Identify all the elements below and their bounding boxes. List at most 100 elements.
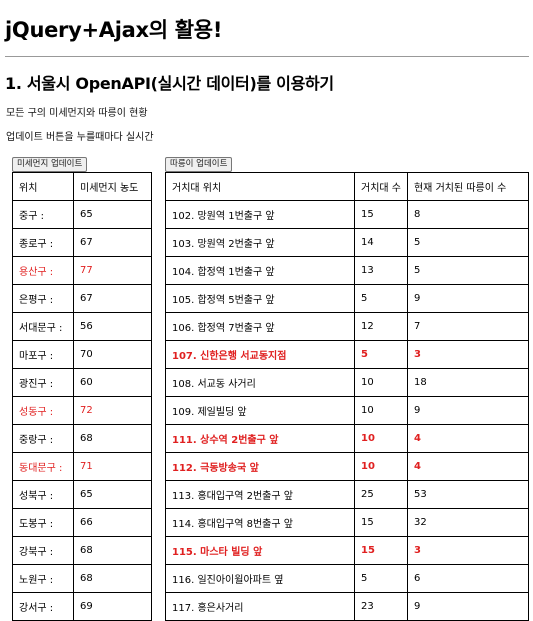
- bike-count-cell: 3: [406, 340, 529, 369]
- dust-location-cell: 성북구 :: [12, 480, 74, 509]
- dust-value-cell: 71: [73, 452, 152, 481]
- page-title: jQuery+Ajax의 활용!: [5, 18, 223, 42]
- bike-racks-cell: 10: [354, 396, 408, 425]
- dust-location-cell: 용산구 :: [12, 256, 74, 285]
- dust-header-row: 위치 미세먼지 농도: [12, 172, 152, 201]
- bike-count-cell: 7: [406, 312, 529, 341]
- dust-location-cell: 동대문구 :: [12, 452, 74, 481]
- dust-value-cell: 77: [73, 256, 152, 285]
- dust-row: 노원구 :68: [12, 564, 152, 593]
- description-2: 업데이트 버튼을 누를때마다 실시간: [6, 132, 154, 143]
- bike-racks-cell: 25: [354, 480, 408, 509]
- bike-racks-cell: 12: [354, 312, 408, 341]
- bike-row: 113. 홍대입구역 2번출구 앞 25 53: [165, 480, 529, 509]
- bike-row: 109. 제일빌딩 앞 10 9: [165, 396, 529, 425]
- dust-header-value: 미세먼지 농도: [73, 172, 152, 201]
- bike-location-cell: 113. 홍대입구역 2번출구 앞: [165, 480, 355, 509]
- dust-value-cell: 60: [73, 368, 152, 397]
- bike-count-cell: 32: [406, 508, 529, 537]
- bike-location-cell: 108. 서교동 사거리: [165, 368, 355, 397]
- section-title: 1. 서울시 OpenAPI(실시간 데이터)를 이용하기: [5, 74, 334, 93]
- dust-update-button[interactable]: 미세먼지 업데이트: [12, 157, 88, 172]
- bike-row: 106. 합정역 7번출구 앞 12 7: [165, 312, 529, 341]
- bike-racks-cell: 15: [354, 508, 408, 537]
- dust-row: 성동구 :72: [12, 396, 152, 425]
- bike-row: 111. 상수역 2번출구 앞 10 4: [165, 424, 529, 453]
- bike-location-cell: 112. 극동방송국 앞: [165, 452, 355, 481]
- dust-value-cell: 67: [73, 228, 152, 257]
- bike-update-button[interactable]: 따릉이 업데이트: [165, 157, 233, 172]
- bike-location-cell: 116. 일진아이윌아파트 옆: [165, 564, 355, 593]
- bike-location-cell: 103. 망원역 2번출구 앞: [165, 228, 355, 257]
- dust-row: 은평구 :67: [12, 284, 152, 313]
- bike-racks-cell: 15: [354, 200, 408, 229]
- dust-value-cell: 68: [73, 424, 152, 453]
- dust-location-cell: 성동구 :: [12, 396, 74, 425]
- bike-count-cell: 4: [406, 452, 529, 481]
- title-divider: [5, 56, 529, 57]
- dust-location-cell: 중랑구 :: [12, 424, 74, 453]
- dust-value-cell: 68: [73, 536, 152, 565]
- dust-row: 동대문구 :71: [12, 452, 152, 481]
- bike-location-cell: 109. 제일빌딩 앞: [165, 396, 355, 425]
- bike-count-cell: 9: [406, 396, 529, 425]
- bike-racks-cell: 10: [354, 368, 408, 397]
- dust-row: 마포구 :70: [12, 340, 152, 369]
- bike-header-racks: 거치대 수: [354, 172, 408, 201]
- bike-location-cell: 106. 합정역 7번출구 앞: [165, 312, 355, 341]
- dust-location-cell: 종로구 :: [12, 228, 74, 257]
- bike-header-location: 거치대 위치: [165, 172, 355, 201]
- dust-table: 위치 미세먼지 농도 중구 :65 종로구 :67 용산구 :77 은평구 :67 서대…: [12, 172, 152, 621]
- dust-value-cell: 70: [73, 340, 152, 369]
- dust-header-location: 위치: [12, 172, 74, 201]
- dust-value-cell: 68: [73, 564, 152, 593]
- bike-racks-cell: 5: [354, 564, 408, 593]
- bike-row: 115. 마스타 빌딩 앞 15 3: [165, 536, 529, 565]
- bike-count-cell: 5: [406, 228, 529, 257]
- dust-table-body: 중구 :65 종로구 :67 용산구 :77 은평구 :67 서대문구 :56 마포구 :…: [12, 200, 152, 621]
- bike-racks-cell: 10: [354, 424, 408, 453]
- dust-row: 중랑구 :68: [12, 424, 152, 453]
- bike-racks-cell: 15: [354, 536, 408, 565]
- bike-count-cell: 6: [406, 564, 529, 593]
- dust-row: 광진구 :60: [12, 368, 152, 397]
- dust-location-cell: 은평구 :: [12, 284, 74, 313]
- dust-row: 도봉구 :66: [12, 508, 152, 537]
- bike-count-cell: 18: [406, 368, 529, 397]
- bike-count-cell: 4: [406, 424, 529, 453]
- bike-count-cell: 53: [406, 480, 529, 509]
- dust-row: 종로구 :67: [12, 228, 152, 257]
- bike-racks-cell: 5: [354, 340, 408, 369]
- dust-location-cell: 서대문구 :: [12, 312, 74, 341]
- bike-location-cell: 105. 합정역 5번출구 앞: [165, 284, 355, 313]
- bike-racks-cell: 5: [354, 284, 408, 313]
- bike-location-cell: 104. 합정역 1번출구 앞: [165, 256, 355, 285]
- dust-value-cell: 67: [73, 284, 152, 313]
- bike-header-bikes: 현재 거치된 따릉이 수: [406, 172, 529, 201]
- bike-row: 114. 홍대입구역 8번출구 앞 15 32: [165, 508, 529, 537]
- dust-value-cell: 65: [73, 480, 152, 509]
- bike-table-body: 102. 망원역 1번출구 앞 15 8 103. 망원역 2번출구 앞 14 5 104.…: [165, 200, 529, 621]
- bike-count-cell: 5: [406, 256, 529, 285]
- dust-row: 용산구 :77: [12, 256, 152, 285]
- dust-value-cell: 72: [73, 396, 152, 425]
- bike-header-row: 거치대 위치 거치대 수 현재 거치된 따릉이 수: [165, 172, 529, 201]
- dust-location-cell: 노원구 :: [12, 564, 74, 593]
- bike-location-cell: 102. 망원역 1번출구 앞: [165, 200, 355, 229]
- dust-location-cell: 도봉구 :: [12, 508, 74, 537]
- dust-value-cell: 56: [73, 312, 152, 341]
- bike-location-cell: 115. 마스타 빌딩 앞: [165, 536, 355, 565]
- bike-count-cell: 8: [406, 200, 529, 229]
- bike-count-cell: 3: [406, 536, 529, 565]
- dust-value-cell: 65: [73, 200, 152, 229]
- bike-location-cell: 114. 홍대입구역 8번출구 앞: [165, 508, 355, 537]
- dust-location-cell: 강북구 :: [12, 536, 74, 565]
- bike-racks-cell: 14: [354, 228, 408, 257]
- bike-row: 112. 극동방송국 앞 10 4: [165, 452, 529, 481]
- dust-row: 서대문구 :56: [12, 312, 152, 341]
- bike-row: 102. 망원역 1번출구 앞 15 8: [165, 200, 529, 229]
- dust-location-cell: 중구 :: [12, 200, 74, 229]
- bike-count-cell: 9: [406, 284, 529, 313]
